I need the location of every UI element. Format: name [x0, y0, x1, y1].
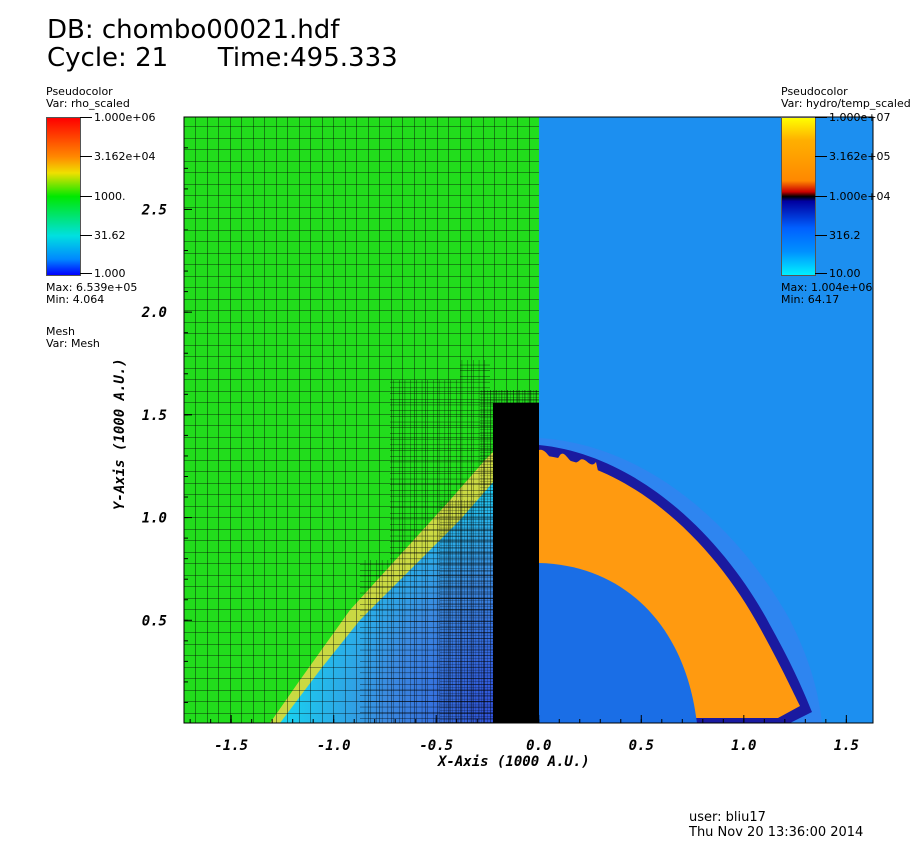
left-tickmark-2: [80, 196, 92, 197]
right-legend-max: Max: 1.004e+06: [781, 281, 873, 294]
temp-panel: [539, 117, 873, 723]
right-tickmark-3: [815, 235, 827, 236]
user-label: user: bliu17: [689, 810, 766, 825]
left-legend-kind: Pseudocolor: [46, 85, 113, 98]
left-tick-0: 1.000e+06: [94, 111, 156, 124]
left-tickmark-0: [80, 117, 92, 118]
x-tick-label: 1.5: [834, 738, 859, 754]
date-label: Thu Nov 20 13:36:00 2014: [689, 825, 864, 840]
left-legend-max: Max: 6.539e+05: [46, 281, 138, 294]
left-tickmark-1: [80, 156, 92, 157]
mesh-legend-kind: Mesh: [46, 325, 75, 338]
rho-panel: [184, 117, 539, 723]
left-legend-min: Min: 4.064: [46, 293, 105, 306]
database-title: DB: chombo00021.hdf: [47, 15, 340, 45]
y-tick-label: 2.5: [141, 202, 167, 218]
left-legend-var: Var: rho_scaled: [46, 97, 130, 110]
right-tickmark-4: [815, 273, 827, 274]
y-axis-label: Y-Axis (1000 A.U.): [112, 358, 128, 510]
left-tick-3: 31.62: [94, 229, 126, 242]
right-tick-3: 316.2: [829, 229, 861, 242]
left-tickmark-3: [80, 235, 92, 236]
x-tick-label: -1.0: [317, 738, 351, 754]
x-tick-label: 0.5: [629, 738, 654, 754]
y-tick-label: 2.0: [141, 305, 167, 321]
left-tickmark-4: [80, 273, 92, 274]
temp-inner-bubble: [539, 563, 697, 723]
left-tick-1: 3.162e+04: [94, 150, 156, 163]
cycle-time-title: Cycle: 21 Time:495.333: [47, 43, 398, 73]
x-tick-label: -0.5: [419, 738, 453, 754]
axis-ticks: -1.5 -1.0 -0.5 0.0 0.5 1.0 1.5 0.5 1.0 1.5 2.0 2.5: [141, 147, 859, 754]
right-tickmark-0: [815, 117, 827, 118]
right-tick-1: 3.162e+05: [829, 150, 891, 163]
mesh-legend-var: Var: Mesh: [46, 337, 100, 350]
right-colorbar: [781, 117, 816, 276]
x-tick-label: 0.0: [526, 738, 551, 754]
plot-frame: [183, 116, 874, 724]
x-axis-label: X-Axis (1000 A.U.): [438, 754, 590, 770]
right-legend-var: Var: hydro/temp_scaled: [781, 98, 911, 110]
right-tickmark-2: [815, 196, 827, 197]
right-legend-min: Min: 64.17: [781, 293, 840, 306]
left-tick-4: 1.000: [94, 267, 126, 280]
y-tick-label: 0.5: [142, 613, 167, 629]
mesh-dense-column: [493, 403, 539, 723]
left-tick-2: 1000.: [94, 190, 126, 203]
right-tickmark-1: [815, 156, 827, 157]
right-tick-0: 1.000e+07: [829, 111, 891, 124]
y-tick-label: 1.0: [142, 511, 167, 527]
x-tick-label: -1.5: [214, 738, 248, 754]
right-legend-kind: Pseudocolor: [781, 85, 848, 98]
y-tick-label: 1.5: [142, 408, 167, 424]
x-tick-label: 1.0: [731, 738, 756, 754]
right-tick-4: 10.00: [829, 267, 861, 280]
right-tick-2: 1.000e+04: [829, 190, 891, 203]
temp-shell-bumps: [539, 449, 600, 480]
